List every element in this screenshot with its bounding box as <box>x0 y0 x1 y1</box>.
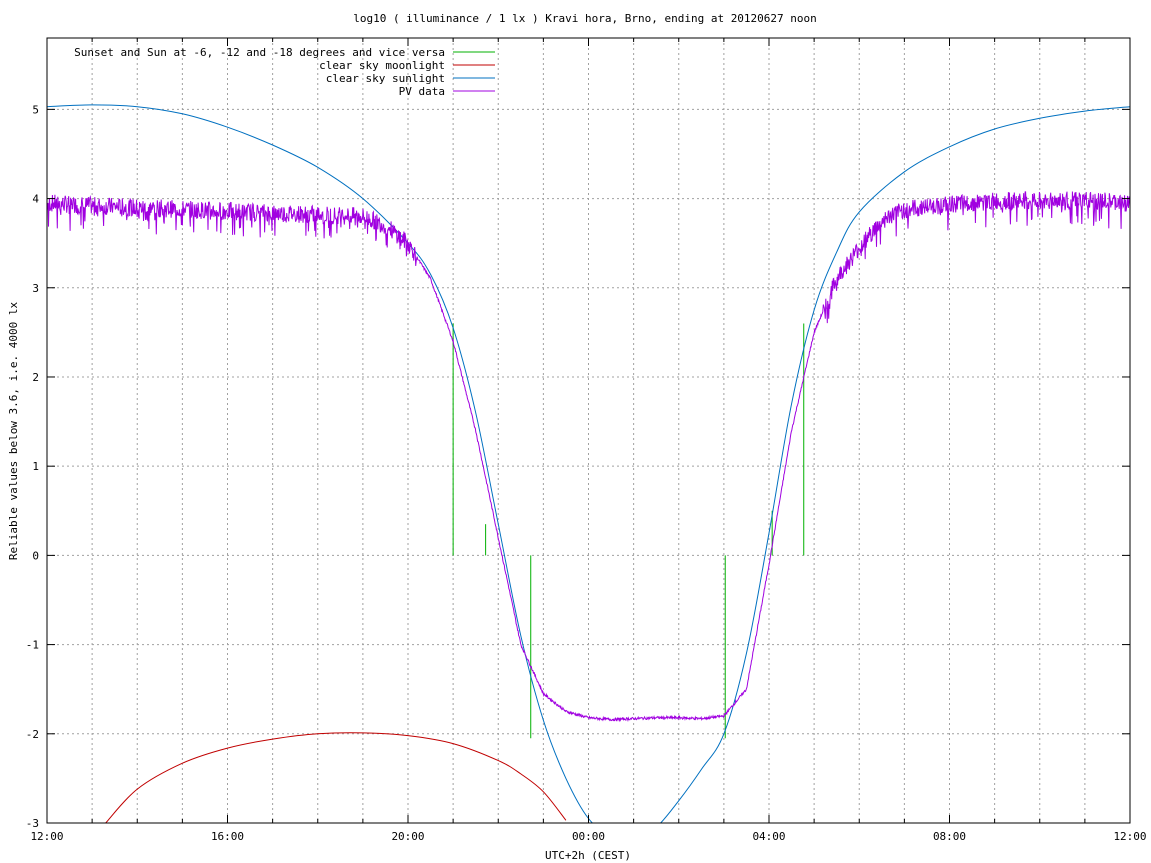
legend-label: Sunset and Sun at -6, -12 and -18 degree… <box>74 46 445 59</box>
chart-title: log10 ( illuminance / 1 lx ) Kravi hora,… <box>353 12 817 25</box>
x-tick-label: 20:00 <box>391 830 424 843</box>
x-tick-label: 12:00 <box>1113 830 1146 843</box>
legend-label: clear sky moonlight <box>319 59 445 72</box>
series-lines <box>47 104 1130 823</box>
axis-ticks: -3 -2 -1 0 1 2 3 4 5 12:00 16:00 20:00 00:00 04:00 08:… <box>26 38 1147 843</box>
series-line-1 <box>105 732 567 823</box>
series-pv-data-line <box>47 191 1130 723</box>
y-tick-label: -3 <box>26 817 39 830</box>
y-tick-label: 0 <box>32 549 39 562</box>
y-tick-label: 4 <box>32 193 39 206</box>
y-tick-label: 1 <box>32 460 39 473</box>
legend-label: PV data <box>399 85 445 98</box>
x-tick-label: 16:00 <box>211 830 244 843</box>
y-tick-label: -1 <box>26 639 39 652</box>
x-tick-label: 04:00 <box>752 830 785 843</box>
y-axis-label: Reliable values below 3.6, i.e. 4000 lx <box>7 301 20 560</box>
y-tick-label: 2 <box>32 371 39 384</box>
grid-lines <box>47 38 1130 823</box>
y-tick-label: 3 <box>32 282 39 295</box>
series-line-2 <box>47 104 1130 823</box>
x-tick-label: 08:00 <box>933 830 966 843</box>
legend: Sunset and Sun at -6, -12 and -18 degree… <box>74 46 495 98</box>
legend-label: clear sky sunlight <box>326 72 445 85</box>
y-tick-label: 5 <box>32 103 39 116</box>
y-tick-label: -2 <box>26 728 39 741</box>
x-axis-label: UTC+2h (CEST) <box>545 849 631 862</box>
x-tick-label: 12:00 <box>30 830 63 843</box>
x-tick-label: 00:00 <box>572 830 605 843</box>
